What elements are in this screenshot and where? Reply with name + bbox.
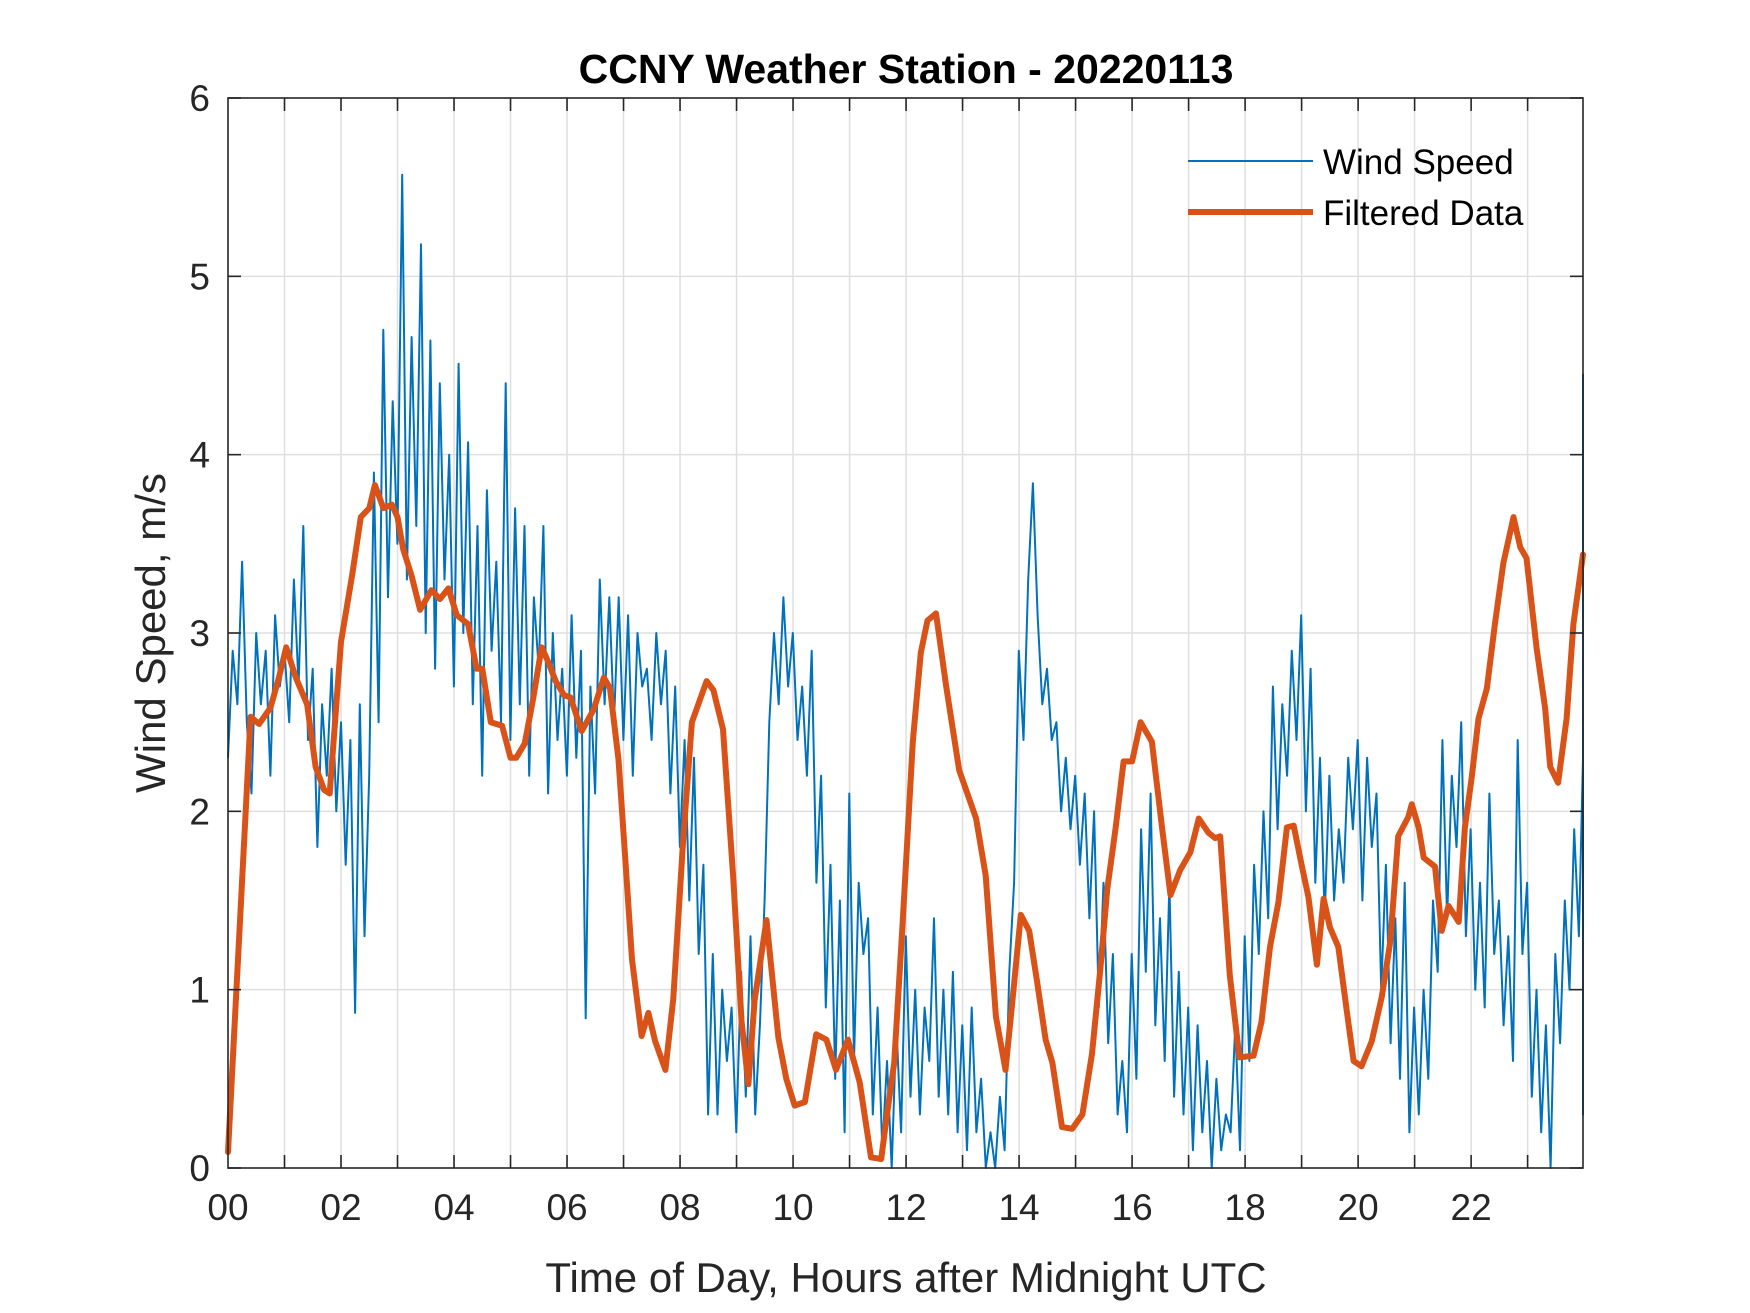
x-tick-label: 16: [1112, 1187, 1153, 1228]
y-tick-label: 6: [189, 78, 210, 119]
x-tick-label: 18: [1225, 1187, 1266, 1228]
x-tick-label: 06: [546, 1187, 587, 1228]
x-tick-label: 08: [659, 1187, 700, 1228]
x-axis-label: Time of Day, Hours after Midnight UTC: [545, 1254, 1266, 1301]
y-tick-label: 1: [189, 970, 210, 1011]
x-tick-label: 10: [772, 1187, 813, 1228]
x-tick-label: 20: [1338, 1187, 1379, 1228]
y-tick-labels: 0 1 2 3 4 5 6: [189, 78, 210, 1189]
legend-label-filtered-data: Filtered Data: [1323, 194, 1524, 233]
legend: Wind Speed Filtered Data: [1188, 143, 1524, 233]
y-axis-label: Wind Speed, m/s: [127, 473, 174, 793]
y-tick-label: 0: [189, 1148, 210, 1189]
x-tick-label: 14: [998, 1187, 1039, 1228]
x-tick-label: 04: [433, 1187, 474, 1228]
series-line-filtered-data: [225, 482, 1586, 1163]
y-tick-label: 2: [189, 791, 210, 832]
axes: [227, 97, 1584, 1169]
x-tick-label: 12: [885, 1187, 926, 1228]
chart-title: CCNY Weather Station - 20220113: [579, 46, 1234, 92]
y-tick-label: 3: [189, 613, 210, 654]
x-tick-label: 22: [1451, 1187, 1492, 1228]
x-tick-label: 02: [320, 1187, 361, 1228]
legend-label-wind-speed: Wind Speed: [1323, 143, 1514, 182]
y-tick-label: 4: [189, 435, 210, 476]
axes-box: [227, 97, 1584, 1169]
x-tick-label: 00: [207, 1187, 248, 1228]
y-tick-label: 5: [189, 256, 210, 297]
x-tick-labels: 00 02 04 06 08 10 12 14 16 18 20 22: [207, 1187, 1491, 1228]
